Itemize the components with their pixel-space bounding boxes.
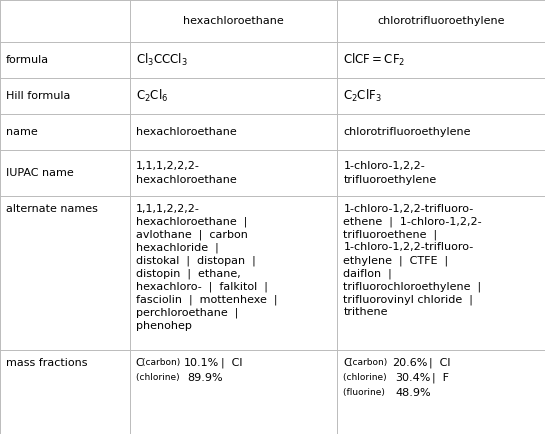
- Text: $\mathregular{C_2Cl_6}$: $\mathregular{C_2Cl_6}$: [136, 88, 168, 104]
- Text: (carbon): (carbon): [349, 358, 391, 367]
- Text: (chlorine): (chlorine): [136, 373, 182, 382]
- Text: chlorotrifluoroethylene: chlorotrifluoroethylene: [343, 127, 471, 137]
- Text: 30.4%: 30.4%: [395, 373, 431, 383]
- Text: mass fractions: mass fractions: [6, 358, 88, 368]
- Text: (chlorine): (chlorine): [343, 373, 390, 382]
- Text: 1,1,1,2,2,2-
hexachloroethane  |
avlothane  |  carbon
hexachloride  |
distokal  : 1,1,1,2,2,2- hexachloroethane | avlothan…: [136, 204, 277, 331]
- Text: hexachloroethane: hexachloroethane: [183, 16, 284, 26]
- Text: |  F: | F: [425, 373, 449, 383]
- Text: 20.6%: 20.6%: [392, 358, 427, 368]
- Text: $\mathregular{C_2ClF_3}$: $\mathregular{C_2ClF_3}$: [343, 88, 382, 104]
- Text: chlorotrifluoroethylene: chlorotrifluoroethylene: [378, 16, 505, 26]
- Text: C: C: [343, 358, 351, 368]
- Text: 1-chloro-1,2,2-
trifluoroethylene: 1-chloro-1,2,2- trifluoroethylene: [343, 161, 437, 184]
- Text: $\mathregular{ClCF{=}CF_2}$: $\mathregular{ClCF{=}CF_2}$: [343, 52, 405, 68]
- Text: (fluorine): (fluorine): [343, 388, 388, 397]
- Text: 10.1%: 10.1%: [184, 358, 219, 368]
- Text: formula: formula: [6, 55, 49, 65]
- Text: hexachloroethane: hexachloroethane: [136, 127, 237, 137]
- Text: Hill formula: Hill formula: [6, 91, 70, 101]
- Text: 89.9%: 89.9%: [187, 373, 223, 383]
- Text: alternate names: alternate names: [6, 204, 98, 214]
- Text: C: C: [136, 358, 143, 368]
- Text: |  Cl: | Cl: [422, 358, 451, 368]
- Text: 1,1,1,2,2,2-
hexachloroethane: 1,1,1,2,2,2- hexachloroethane: [136, 161, 237, 184]
- Text: (carbon): (carbon): [142, 358, 183, 367]
- Text: $\mathregular{Cl_3CCCl_3}$: $\mathregular{Cl_3CCCl_3}$: [136, 52, 187, 68]
- Text: name: name: [6, 127, 38, 137]
- Text: |  Cl: | Cl: [214, 358, 243, 368]
- Text: 48.9%: 48.9%: [395, 388, 431, 398]
- Text: IUPAC name: IUPAC name: [6, 168, 74, 178]
- Text: 1-chloro-1,2,2-trifluoro-
ethene  |  1-chloro-1,2,2-
trifluoroethene  |
1-chloro: 1-chloro-1,2,2-trifluoro- ethene | 1-chl…: [343, 204, 482, 317]
